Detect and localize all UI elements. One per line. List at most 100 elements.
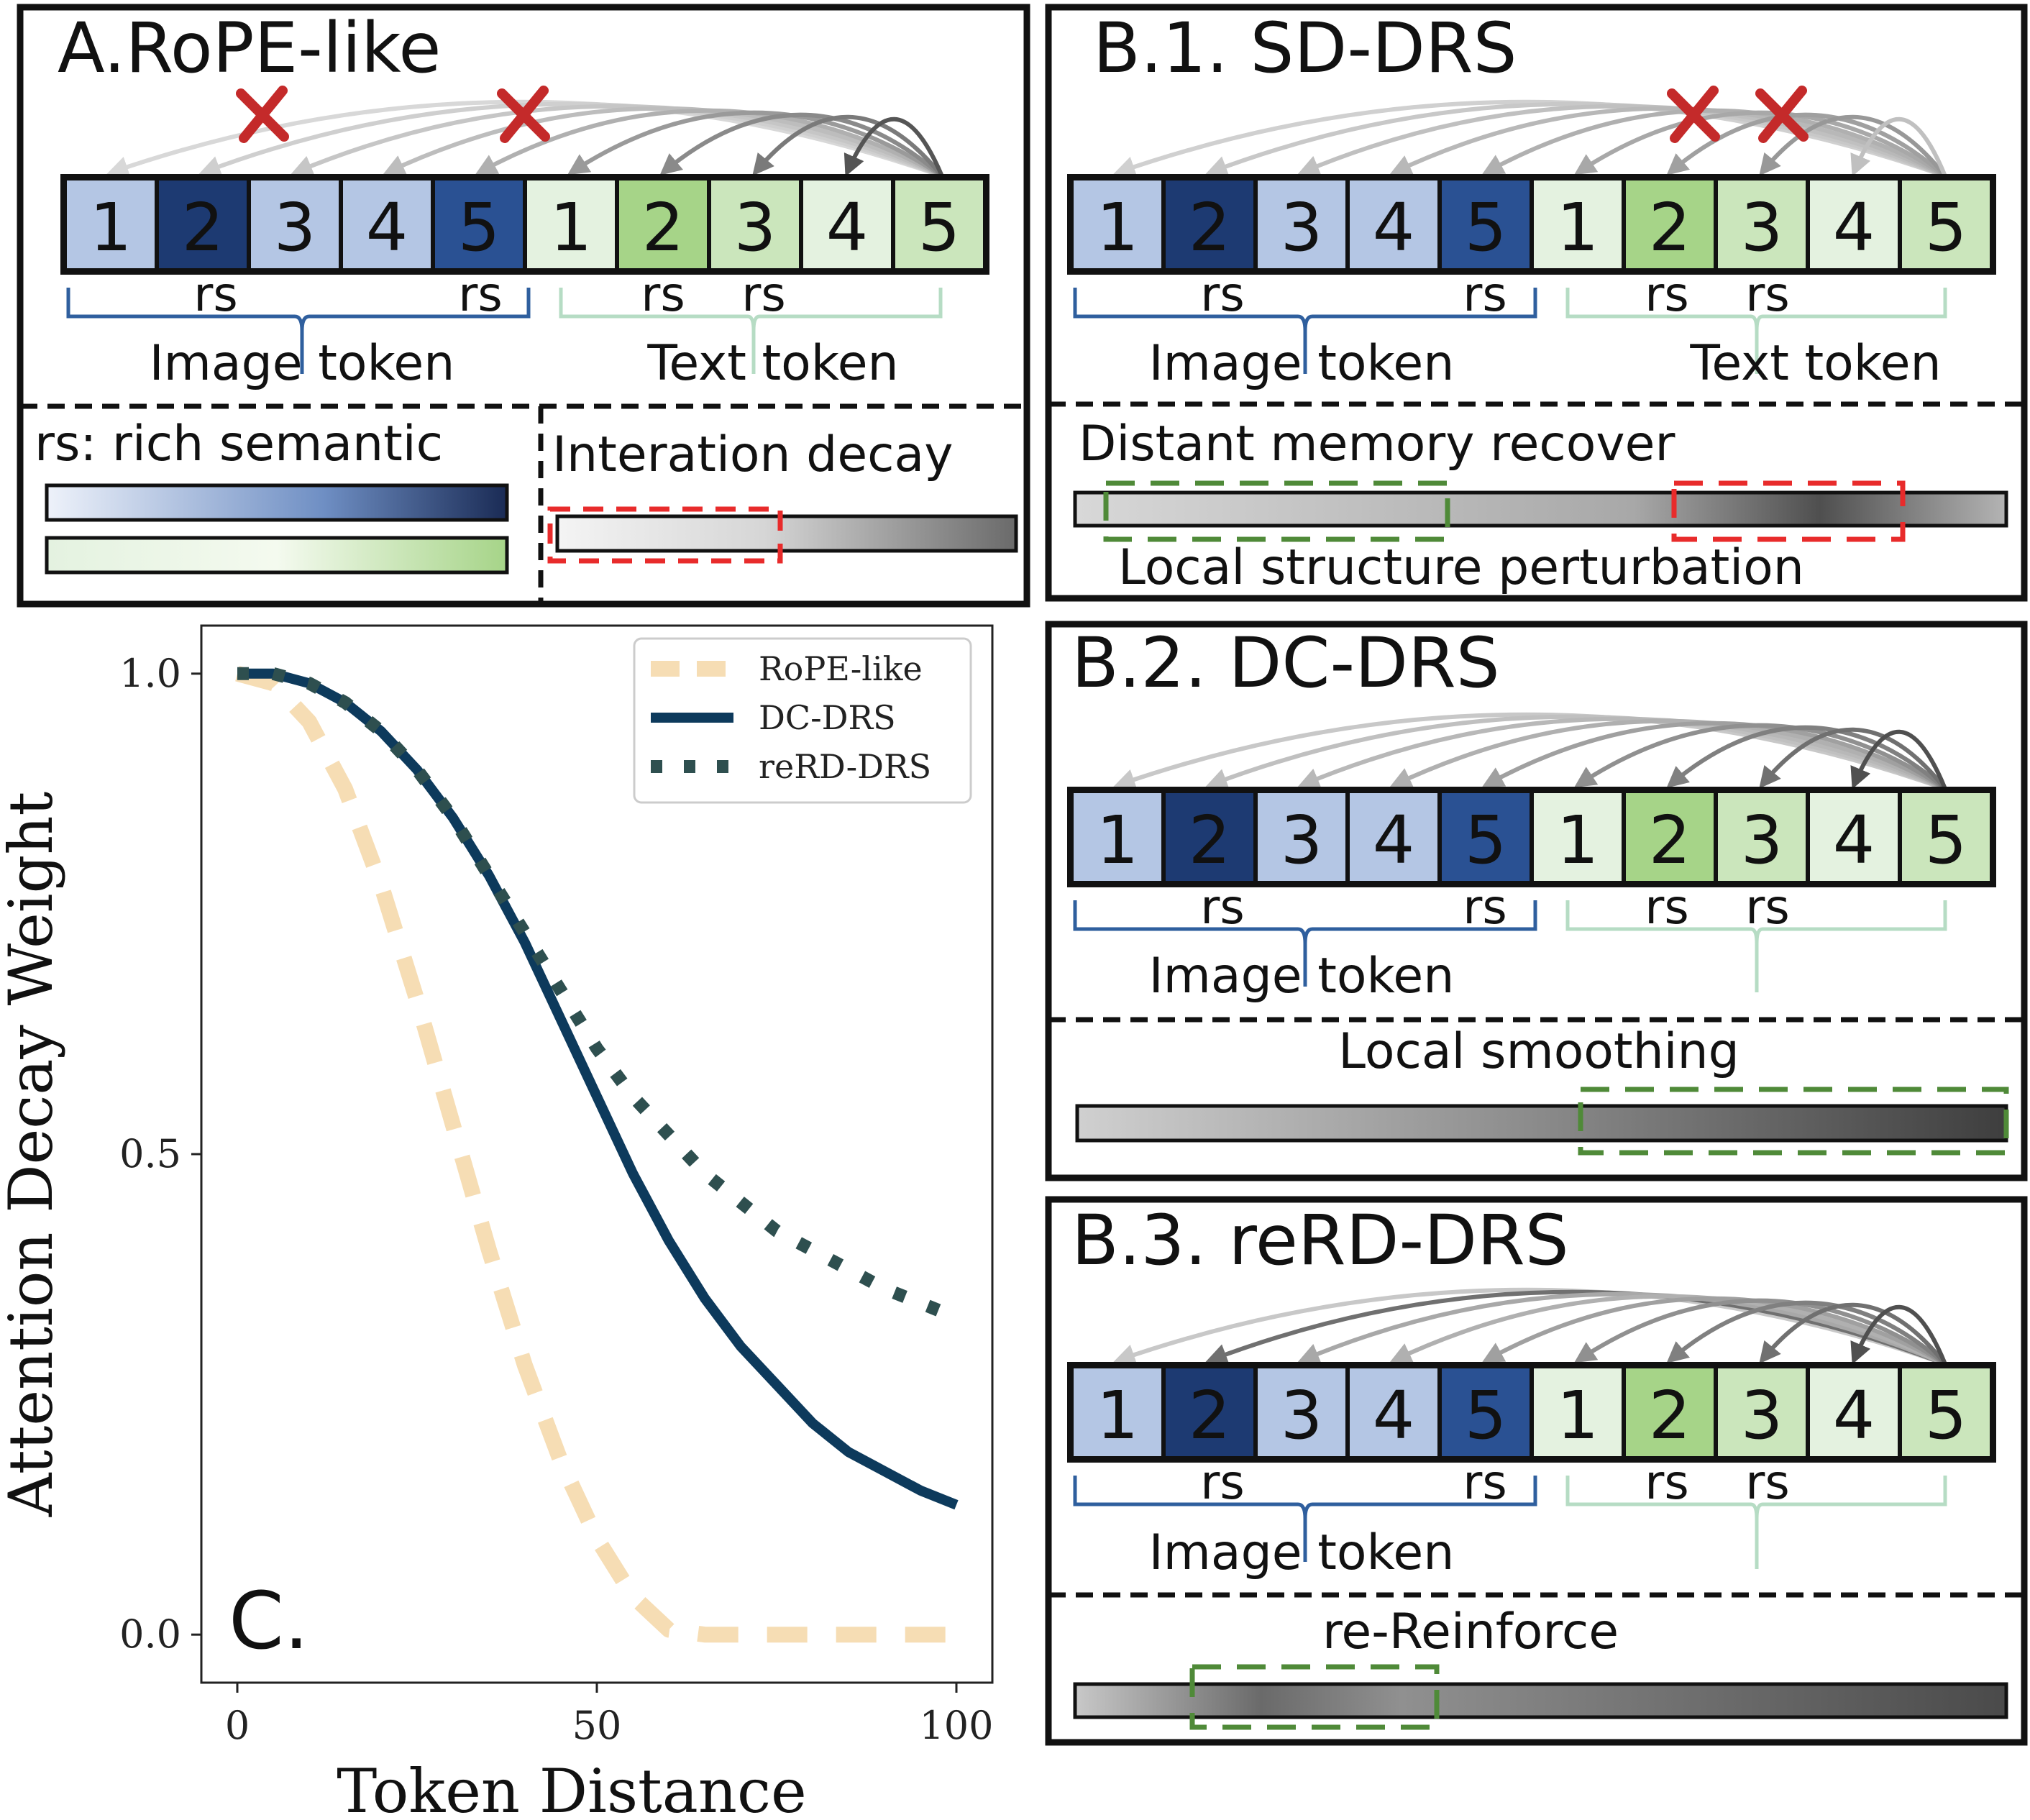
panel-b1-token-cell-4 xyxy=(1350,180,1437,268)
panel-b3-token-cell-8 xyxy=(1718,1368,1806,1456)
panel-b2-rs-label-1: rs xyxy=(1200,879,1245,935)
panel-b3-token-cell-7 xyxy=(1626,1368,1714,1456)
panel-b1-decay-bar xyxy=(1073,490,2008,528)
panel-b2-arc-9 xyxy=(1850,729,1947,790)
y-axis-label: Attention Decay Weight xyxy=(0,791,66,1517)
panel-b2-token-cell-7 xyxy=(1626,793,1714,881)
panel-a-arc-3 xyxy=(291,104,943,178)
legend-label-3: reRD-DRS xyxy=(759,747,931,786)
panel-b3-attention-arcs xyxy=(1113,1287,1947,1366)
panel-b1-token-cell-8 xyxy=(1718,180,1806,268)
panel-a-decay-text: Interation decay xyxy=(552,426,953,483)
panel-b3-arc-7 xyxy=(1666,1300,1947,1366)
panel-a-token-number-5: 5 xyxy=(458,189,500,266)
panel-b3-token-cell-1 xyxy=(1074,1368,1161,1456)
panel-b1-token-number-8: 3 xyxy=(1741,189,1783,266)
panel-b1-cross-icon-1 xyxy=(1667,86,1720,143)
panel-b2-decay-bar xyxy=(1075,1104,2008,1143)
legend-label-1: RoPE-like xyxy=(759,649,923,688)
panel-b3-token-number-2: 2 xyxy=(1189,1377,1231,1454)
panel-b2-token-number-5: 5 xyxy=(1465,802,1507,879)
series-line-rerd-drs xyxy=(237,667,959,1324)
panel-b1-token-number-5: 5 xyxy=(1465,189,1507,266)
panel-b1-token-number-2: 2 xyxy=(1189,189,1231,266)
panel-b3-arc-9 xyxy=(1850,1304,1947,1366)
panel-b2-token-number-7: 2 xyxy=(1649,802,1691,879)
panel-a-decay-bar xyxy=(555,514,1018,553)
chart-legend: RoPE-like DC-DRS reRD-DRS xyxy=(651,649,931,786)
panel-b2-image-brace xyxy=(1073,900,1537,987)
panel-b2-arc-4 xyxy=(1389,718,1947,791)
panel-a-decay-highlight xyxy=(547,506,783,564)
panel-b1-token-number-1: 1 xyxy=(1097,189,1139,266)
panel-b1-token-cell-6 xyxy=(1534,180,1622,268)
panel-a-token-cell-4 xyxy=(343,180,431,268)
panel-b1-arc-6 xyxy=(1573,110,1947,178)
panel-a-token-cell-5 xyxy=(435,180,523,268)
panel-c-chart: 0.0 0.5 1.0 0 50 100 RoPE-like DC-DRS reRD-DRS… xyxy=(0,624,994,1820)
panel-b3-rs-labels: rs rs rs rs xyxy=(1200,1455,1790,1510)
panel-b3-caption: re-Reinforce xyxy=(1322,1604,1619,1660)
x-tick-label: 0 xyxy=(225,1703,250,1748)
panel-b3-arc-4 xyxy=(1389,1294,1947,1366)
panel-b3-rs-label-4: rs xyxy=(1745,1455,1790,1510)
panel-a-arc-8 xyxy=(752,114,944,178)
panel-b1-rs-label-1: rs xyxy=(1200,267,1245,322)
panel-b2-caption: Local smoothing xyxy=(1338,1023,1739,1080)
panel-b1-arc-9 xyxy=(1850,116,1947,178)
panel-a-token-cell-1 xyxy=(67,180,155,268)
panel-a-token-number-2: 2 xyxy=(182,189,224,266)
panel-a-rs-label-4: rs xyxy=(741,267,786,322)
panel-b2-attention-arcs xyxy=(1113,712,1947,791)
panel-b2-token-number-10: 5 xyxy=(1925,802,1967,879)
panel-b3-token-number-7: 2 xyxy=(1649,1377,1691,1454)
panel-a-token-number-1: 1 xyxy=(90,189,132,266)
panel-a-token-cell-8 xyxy=(711,180,799,268)
panel-b2-token-cell-6 xyxy=(1534,793,1622,881)
panel-b2-rs-labels: rs rs rs rs xyxy=(1200,879,1790,935)
panel-b2-green-highlight xyxy=(1578,1087,2009,1156)
panel-b2-token-cell-2 xyxy=(1166,793,1253,881)
panel-a-token-number-8: 3 xyxy=(734,189,777,266)
panel-a-token-number-7: 2 xyxy=(642,189,685,266)
panel-a-token-cell-10 xyxy=(895,180,983,268)
panel-b2-rs-label-4: rs xyxy=(1745,879,1790,935)
panel-b2-token-number-6: 1 xyxy=(1557,802,1599,879)
panel-b3-image-brace xyxy=(1073,1476,1537,1562)
panel-b2-token-number-1: 1 xyxy=(1097,802,1139,879)
panel-b1-token-cell-5 xyxy=(1442,180,1530,268)
panel-b3-arc-6 xyxy=(1573,1298,1947,1366)
chart-series xyxy=(235,666,959,1643)
panel-a-rs-label-2: rs xyxy=(458,267,503,322)
panel-b2-title: B.2. DC-DRS xyxy=(1071,623,1500,703)
panel-b1-token-number-7: 2 xyxy=(1649,189,1691,266)
panel-a-token-number-6: 1 xyxy=(550,189,593,266)
panel-b3-token-cell-10 xyxy=(1902,1368,1990,1456)
panel-b3-image-label: Image token xyxy=(1149,1524,1455,1581)
panel-b1-arc-7 xyxy=(1666,112,1947,178)
panel-a-rs-label-3: rs xyxy=(641,267,685,322)
panel-b3-frame xyxy=(1045,1196,2028,1746)
panel-a-token-cell-3 xyxy=(251,180,339,268)
panel-b2-token-cell-3 xyxy=(1258,793,1345,881)
panel-b1-text-brace xyxy=(1565,288,1947,374)
panel-b1-red-highlight xyxy=(1671,480,1906,542)
panel-b3-token-number-5: 5 xyxy=(1465,1377,1507,1454)
panel-a-rs-labels: rs rs rs rs xyxy=(193,267,786,322)
series-line-rope-like xyxy=(235,666,956,1643)
panel-b2-token-cell-8 xyxy=(1718,793,1806,881)
x-axis-ticks: 0 50 100 xyxy=(225,1683,994,1748)
panel-a-token-number-10: 5 xyxy=(918,189,961,266)
panel-b1-token-number-3: 3 xyxy=(1281,189,1323,266)
panel-b1-attention-arcs xyxy=(1113,86,1947,178)
panel-b3-arc-2 xyxy=(1205,1289,1947,1366)
panel-b1-arc-3 xyxy=(1297,104,1947,178)
panel-a-text-brace xyxy=(559,288,943,374)
panel-b2-rs-label-2: rs xyxy=(1463,879,1507,935)
panel-a-token-cell-9 xyxy=(803,180,891,268)
panel-b3-token-cell-4 xyxy=(1350,1368,1437,1456)
panel-b1-cross-icon-2 xyxy=(1755,86,1809,143)
panel-a-token-number-4: 4 xyxy=(366,189,408,266)
